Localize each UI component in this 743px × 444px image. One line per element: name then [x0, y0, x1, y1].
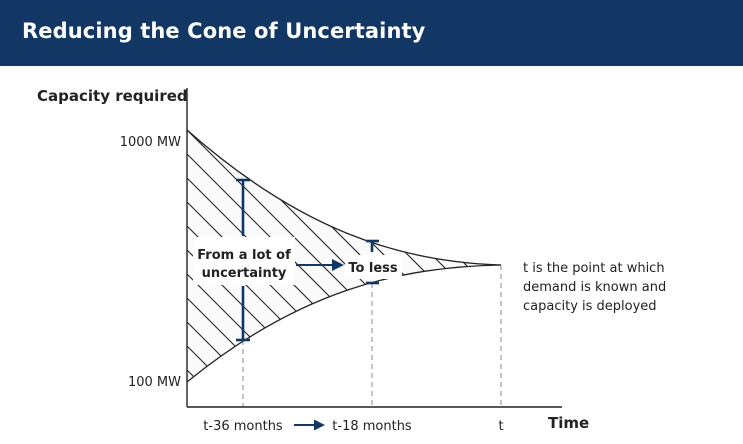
hatch-line — [599, 110, 743, 400]
header-bar: Reducing the Cone of Uncertainty — [0, 0, 743, 66]
x-tick-end: t — [498, 419, 503, 434]
y-tick-bottom: 100 MW — [128, 375, 181, 390]
hatch-line — [575, 110, 743, 400]
hatch-line — [527, 110, 743, 400]
arrow-head-bottom — [314, 419, 325, 431]
hatch-line — [478, 130, 501, 382]
y-tick-top: 1000 MW — [120, 135, 181, 150]
hatch-line — [430, 130, 501, 382]
hatch-line — [187, 130, 242, 382]
x-tick-start: t-36 months — [203, 419, 283, 434]
hatch-line — [454, 130, 501, 382]
to-less-label-box — [345, 255, 402, 279]
cone-upper-bound — [186, 129, 502, 266]
hatch-line — [187, 130, 218, 382]
y-axis-label: Capacity required — [37, 87, 188, 105]
arrow-head-mid — [332, 259, 344, 271]
hatch-line — [406, 130, 501, 382]
cone-area — [187, 130, 501, 382]
note-line2: demand is known and — [523, 280, 666, 295]
cone-lower-bound — [186, 264, 502, 383]
x-tick-middle: t-18 months — [332, 419, 412, 434]
hatch-line — [187, 130, 266, 382]
error-bar-large — [236, 178, 250, 342]
from-label-line2: uncertainty — [202, 266, 287, 281]
from-label-box — [193, 237, 295, 285]
page-title: Reducing the Cone of Uncertainty — [22, 19, 426, 43]
from-label-line1: From a lot of — [197, 248, 291, 263]
to-less-label: To less — [348, 261, 398, 276]
x-axis-label: Time — [548, 414, 589, 432]
note-line3: capacity is deployed — [523, 299, 657, 314]
hatch-line — [503, 110, 743, 400]
error-bar-small — [366, 239, 379, 285]
hatch-line — [551, 110, 743, 400]
hatch-line — [382, 130, 501, 382]
note-line1: t is the point at which — [523, 261, 665, 276]
